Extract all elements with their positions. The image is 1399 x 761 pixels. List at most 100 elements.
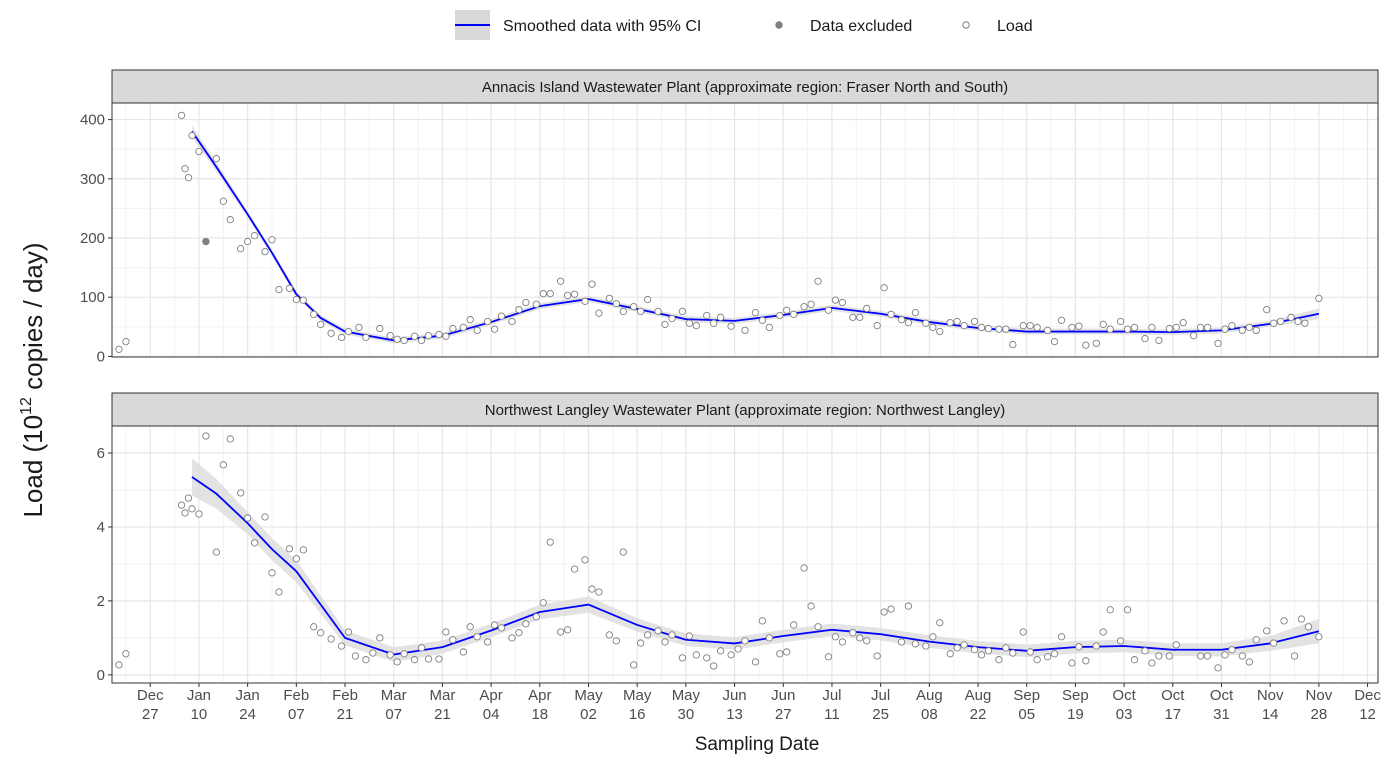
load-point xyxy=(435,655,443,663)
load-point xyxy=(393,658,401,666)
load-point xyxy=(417,336,426,345)
load-point xyxy=(1033,656,1041,664)
load-point xyxy=(880,284,888,292)
load-point xyxy=(261,513,269,521)
load-point xyxy=(1075,322,1083,330)
load-point xyxy=(275,285,283,294)
load-point xyxy=(1196,323,1205,332)
load-point xyxy=(522,298,530,307)
load-point xyxy=(1172,323,1180,332)
load-point xyxy=(483,638,492,646)
load-point xyxy=(310,310,318,319)
load-point xyxy=(351,652,360,660)
x-tick-label: Mar 07 xyxy=(380,687,407,723)
load-point xyxy=(1238,326,1247,335)
legend-label: Load xyxy=(997,18,1033,35)
load-point xyxy=(588,280,596,288)
load-point xyxy=(1019,628,1027,636)
load-point xyxy=(897,638,906,646)
load-point xyxy=(605,294,614,303)
load-point xyxy=(570,290,579,298)
load-point xyxy=(727,322,735,330)
load-point xyxy=(539,599,547,607)
load-point xyxy=(838,298,847,307)
load-point xyxy=(800,564,808,572)
load-point xyxy=(532,300,540,308)
y-axis-title: Load (1012 copies / day) xyxy=(18,242,48,517)
load-point xyxy=(459,648,467,656)
load-point xyxy=(285,284,294,292)
load-point xyxy=(1196,652,1205,660)
load-point xyxy=(984,647,993,655)
y-tick-label: 0 xyxy=(97,348,105,365)
y-tick-label: 6 xyxy=(97,445,105,462)
load-point xyxy=(661,320,669,329)
load-point xyxy=(929,633,937,641)
load-point xyxy=(181,509,189,517)
load-point xyxy=(661,638,669,646)
load-point xyxy=(539,289,547,298)
load-point xyxy=(1165,652,1173,660)
x-tick-label: Jun 13 xyxy=(722,687,747,723)
load-point xyxy=(783,648,791,656)
load-point xyxy=(1203,652,1212,660)
load-point xyxy=(977,323,986,332)
strip-title: Northwest Langley Wastewater Plant (appr… xyxy=(485,402,1006,419)
load-point xyxy=(188,131,196,140)
load-point xyxy=(466,316,474,324)
load-point xyxy=(1075,643,1083,651)
load-point xyxy=(337,333,346,342)
load-point xyxy=(831,296,840,304)
x-tick-label: Apr 04 xyxy=(479,687,503,723)
x-tick-label: Feb 07 xyxy=(283,687,310,723)
load-point xyxy=(261,247,269,256)
load-point xyxy=(268,569,276,577)
y-title-part: Load (10 xyxy=(18,415,48,518)
load-point xyxy=(299,546,307,554)
y-title-part: copies / day) xyxy=(18,242,48,397)
load-point xyxy=(497,624,506,632)
load-point xyxy=(515,629,523,637)
load-point xyxy=(619,548,627,556)
load-point xyxy=(588,585,596,593)
load-point xyxy=(250,539,259,547)
y-tick-label: 0 xyxy=(97,667,105,684)
load-point xyxy=(1214,339,1222,348)
strip xyxy=(111,69,1379,104)
load-point xyxy=(376,324,384,333)
load-point xyxy=(1301,319,1309,327)
load-point xyxy=(362,656,370,664)
load-point xyxy=(327,329,335,337)
load-point xyxy=(546,538,554,546)
load-point xyxy=(1106,325,1114,333)
load-point xyxy=(355,323,363,332)
load-point xyxy=(692,321,700,330)
load-point xyxy=(887,605,895,613)
load-point xyxy=(400,336,408,345)
load-point xyxy=(424,655,433,663)
load-point xyxy=(327,635,335,643)
load-point xyxy=(643,631,652,639)
load-point xyxy=(703,311,711,320)
load-point xyxy=(570,565,579,573)
load-point xyxy=(807,300,815,308)
load-point xyxy=(344,628,353,636)
load-point xyxy=(727,651,735,659)
load-point xyxy=(299,296,307,304)
panel-border xyxy=(111,425,1379,684)
load-point xyxy=(856,634,864,642)
x-tick-label: Nov 28 xyxy=(1305,687,1333,723)
x-tick-label: Jan 24 xyxy=(235,687,260,723)
load-point xyxy=(1165,324,1173,333)
load-point xyxy=(1106,606,1114,614)
load-point xyxy=(1033,323,1041,332)
load-point xyxy=(177,501,186,509)
load-point xyxy=(1050,650,1059,658)
load-point xyxy=(292,295,300,304)
load-point xyxy=(1172,641,1180,649)
load-point xyxy=(880,608,888,616)
load-point xyxy=(219,197,227,205)
x-tick-label: Feb 21 xyxy=(332,687,358,723)
load-point xyxy=(508,317,516,326)
load-point xyxy=(226,215,234,224)
